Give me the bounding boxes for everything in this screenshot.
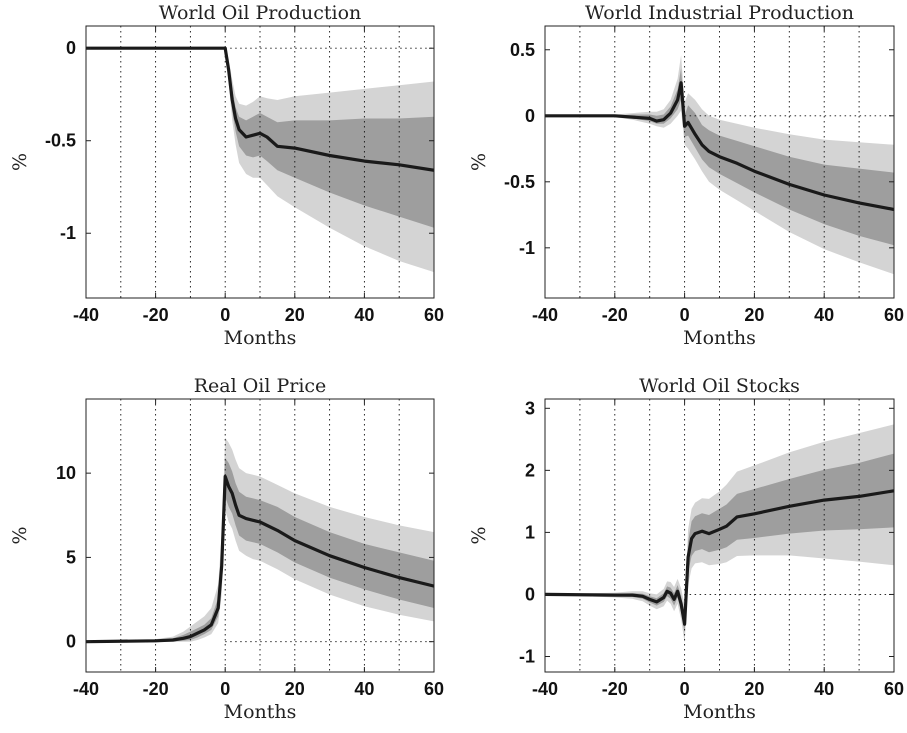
x-tick-label: -40 — [73, 305, 99, 325]
panel-2: -40 -20 0 20 40 60 0.5 0 -0.5 -1 World Industrial … — [468, 2, 904, 349]
x-tick-label: 0 — [220, 305, 230, 325]
inner-confidence-band — [86, 48, 434, 228]
x-tick-label: -40 — [73, 679, 99, 699]
x-axis-label: Months — [224, 327, 297, 349]
panel-1: -40 -20 0 20 40 60 0 -0.5 -1 World Oil Production… — [9, 2, 444, 349]
impulse-response-line — [86, 474, 434, 644]
y-tick-label: -0.5 — [504, 172, 535, 192]
chart-title: World Industrial Production — [585, 2, 854, 24]
plot-area — [86, 399, 434, 672]
x-tick-label: 60 — [424, 305, 444, 325]
x-tick-label: 40 — [814, 305, 834, 325]
y-tick-label: 0 — [525, 584, 535, 604]
y-tick-label: 3 — [525, 398, 535, 418]
y-axis-label: % — [468, 526, 490, 544]
x-tick-label: 0 — [680, 679, 690, 699]
y-tick-label: 10 — [56, 463, 76, 483]
x-axis-label: Months — [224, 701, 297, 723]
y-tick-label: 1 — [525, 522, 535, 542]
x-tick-label: 0 — [680, 305, 690, 325]
inner-confidence-band — [545, 453, 894, 633]
y-axis-label: % — [9, 153, 31, 171]
panel-4: -40 -20 0 20 40 60 3 2 1 0 -1 World Oil Stocks Month… — [468, 375, 904, 723]
x-tick-label: 20 — [285, 679, 305, 699]
x-tick-label: 20 — [744, 679, 764, 699]
x-tick-label: 60 — [424, 679, 444, 699]
axes-frame — [544, 398, 895, 673]
x-tick-label: -40 — [532, 305, 558, 325]
impulse-response-line — [545, 81, 894, 212]
x-tick-label: -20 — [602, 305, 628, 325]
x-axis-label: Months — [683, 701, 756, 723]
chart-title: World Oil Production — [159, 2, 362, 24]
panel-3: -40 -20 0 20 40 60 10 5 0 Real Oil Price Months% — [9, 375, 444, 723]
chart-title: Real Oil Price — [194, 375, 327, 397]
plot-area — [545, 399, 894, 672]
x-tick-label: 40 — [354, 679, 374, 699]
y-tick-label: -1 — [60, 223, 76, 243]
y-tick-label: 0 — [66, 38, 76, 58]
impulse-response-line — [545, 489, 894, 626]
axes-frame — [85, 398, 435, 673]
x-tick-label: 20 — [285, 305, 305, 325]
y-axis-label: % — [468, 153, 490, 171]
x-tick-label: -40 — [532, 679, 558, 699]
axes-frame — [544, 25, 895, 299]
x-tick-label: 0 — [220, 679, 230, 699]
x-tick-label: -20 — [143, 305, 169, 325]
chart-title: World Oil Stocks — [639, 375, 800, 397]
x-tick-label: 60 — [884, 305, 904, 325]
x-tick-label: -20 — [143, 679, 169, 699]
y-tick-label: -1 — [519, 646, 535, 666]
x-tick-label: 20 — [744, 305, 764, 325]
outer-confidence-band — [86, 48, 434, 273]
x-tick-label: 40 — [354, 305, 374, 325]
y-tick-label: -1 — [519, 238, 535, 258]
y-tick-label: 2 — [525, 460, 535, 480]
y-tick-label: -0.5 — [45, 131, 76, 151]
x-axis-label: Months — [683, 327, 756, 349]
x-tick-label: 60 — [884, 679, 904, 699]
y-tick-label: 0 — [66, 632, 76, 652]
x-tick-label: -20 — [602, 679, 628, 699]
axes-frame — [85, 25, 435, 299]
plot-area — [545, 26, 894, 298]
impulse-response-line — [86, 46, 434, 172]
plot-area — [86, 26, 434, 298]
y-tick-label: 0 — [525, 106, 535, 126]
y-tick-label: 0.5 — [510, 40, 535, 60]
y-axis-label: % — [9, 526, 31, 544]
y-tick-label: 5 — [66, 547, 76, 567]
x-tick-label: 40 — [814, 679, 834, 699]
